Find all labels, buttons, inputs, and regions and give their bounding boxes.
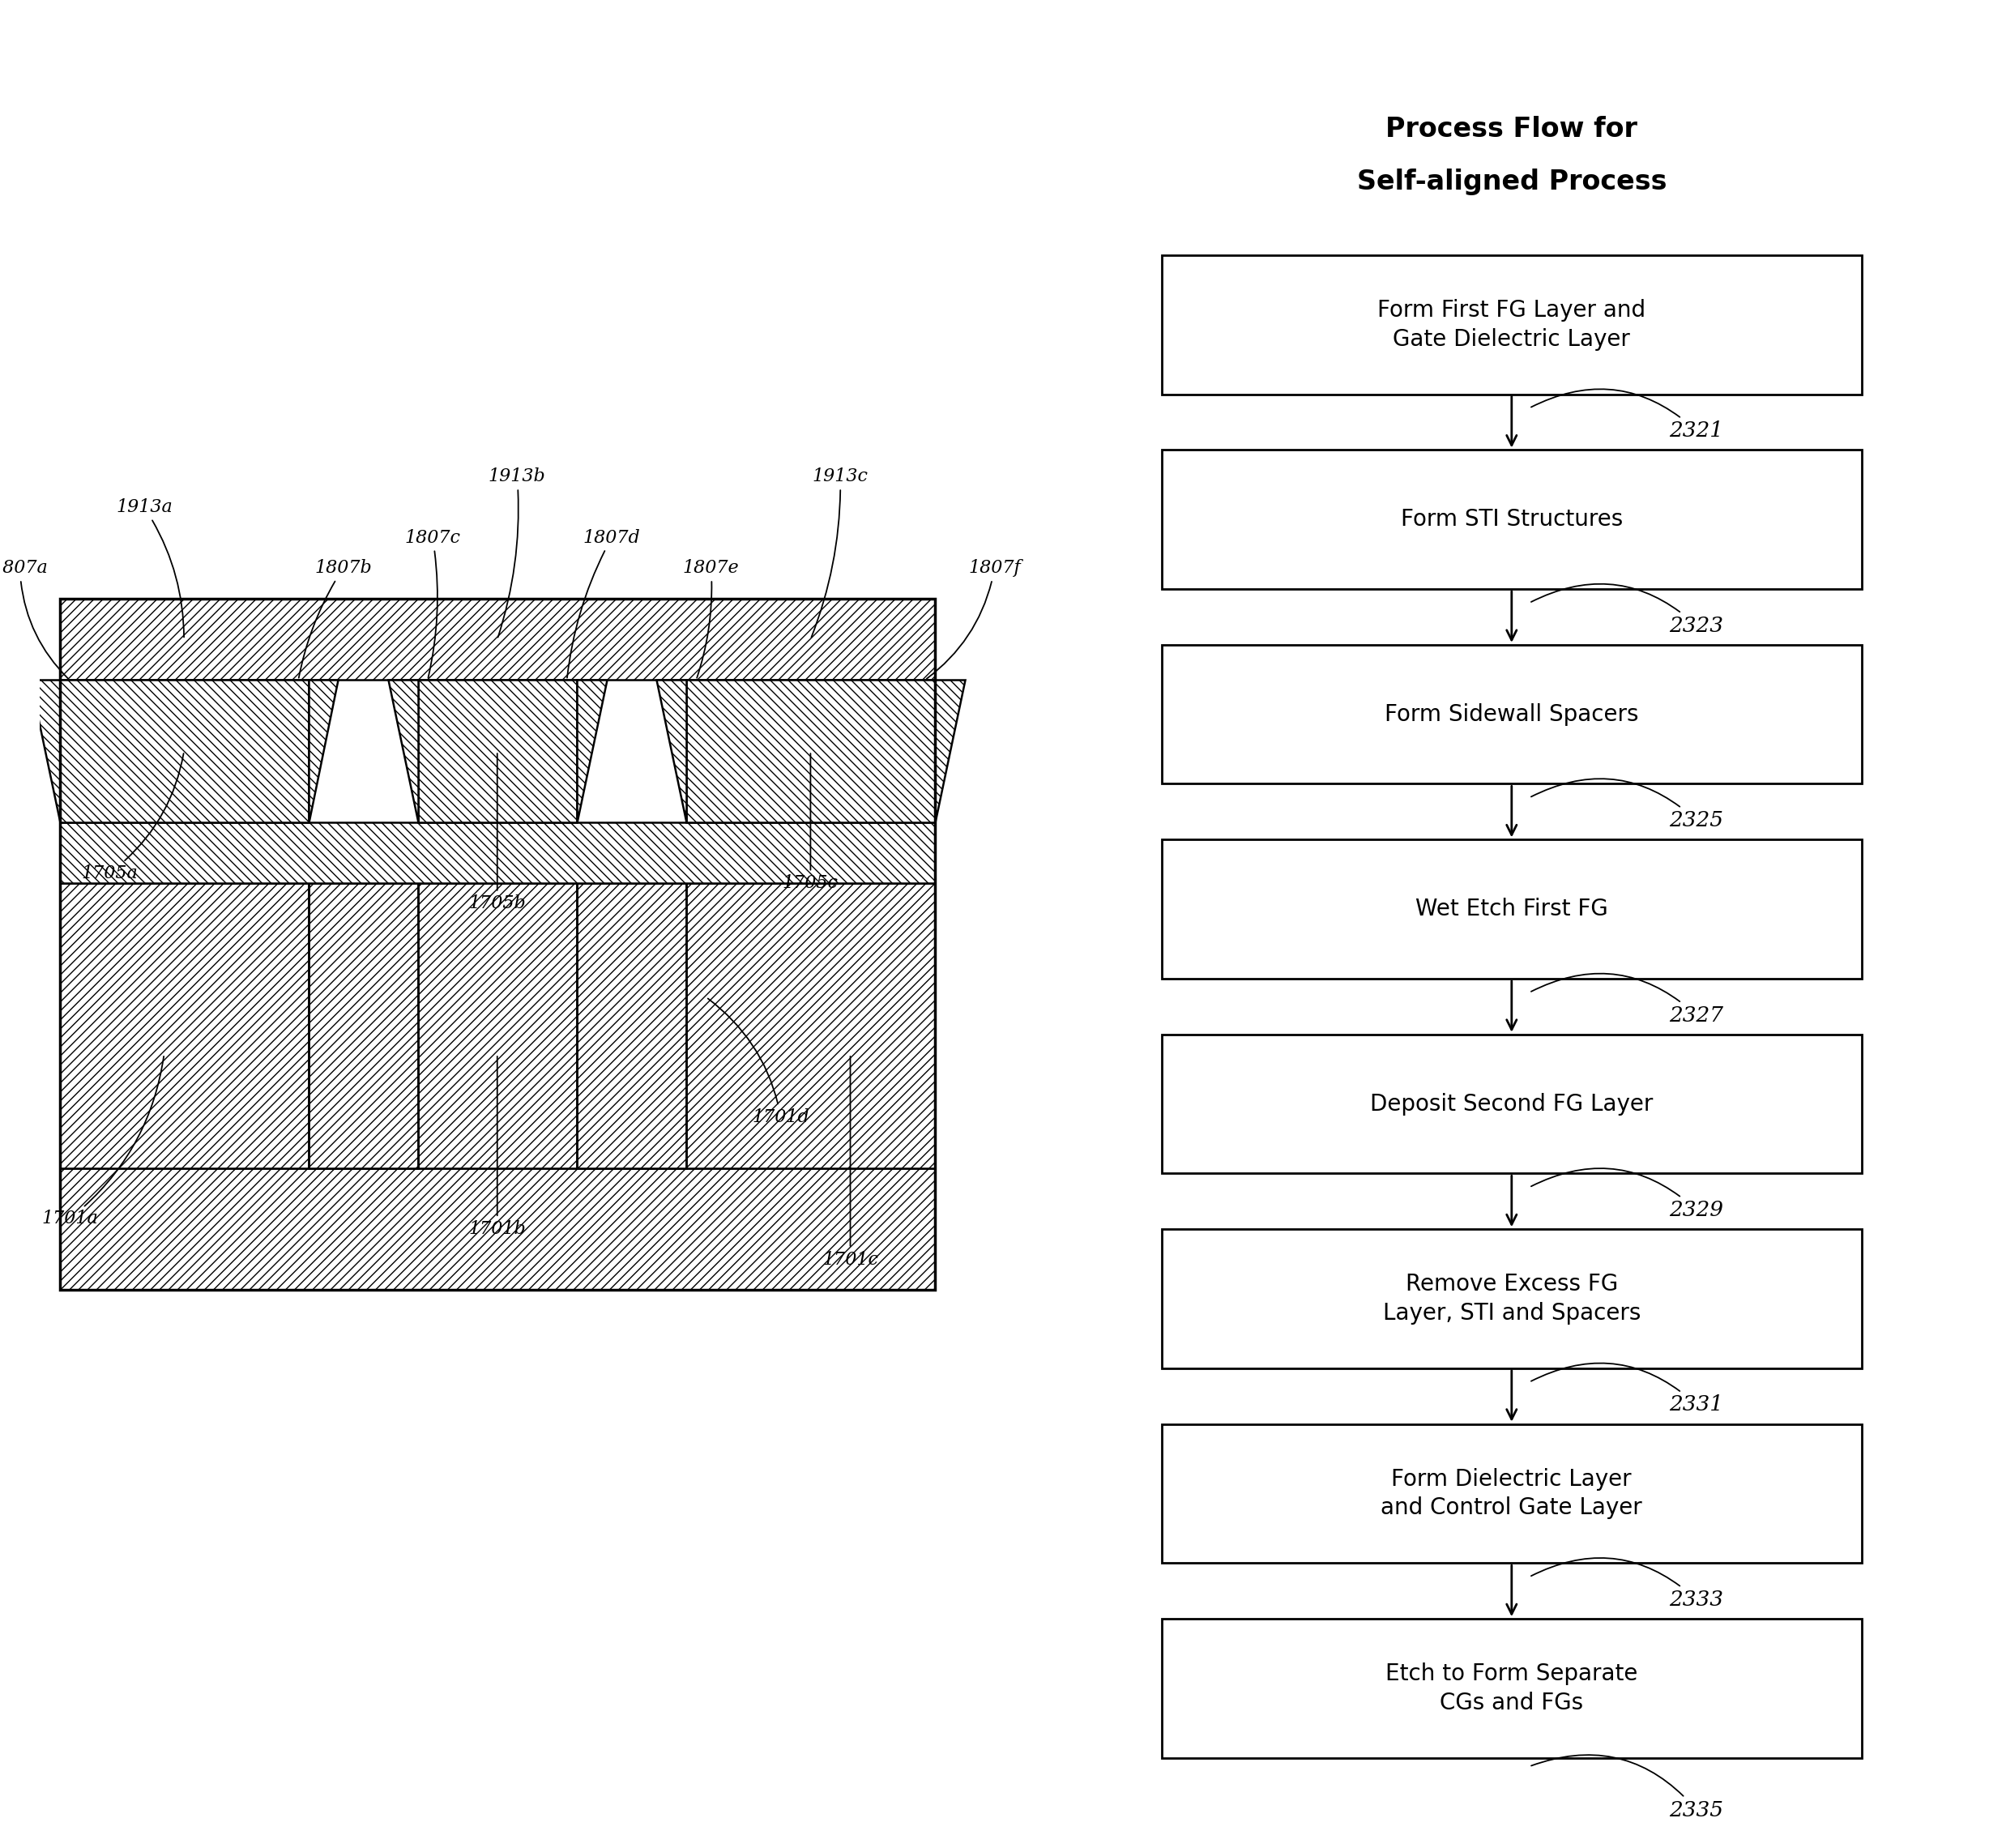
Bar: [1162, 255, 1862, 394]
Text: Form STI Structures: Form STI Structures: [1400, 508, 1623, 530]
Bar: [1162, 1035, 1862, 1173]
Text: 1701b: 1701b: [469, 1057, 525, 1238]
Text: Deposit Second FG Layer: Deposit Second FG Layer: [1370, 1092, 1653, 1114]
Bar: [60, 822, 935, 883]
Text: 1701c: 1701c: [821, 1057, 879, 1268]
Bar: [1162, 645, 1862, 784]
Text: 2327: 2327: [1532, 974, 1722, 1026]
Text: 2321: 2321: [1532, 390, 1722, 442]
Bar: [1162, 839, 1862, 979]
Bar: [418, 680, 577, 822]
Text: 2325: 2325: [1532, 778, 1722, 830]
Bar: [60, 883, 935, 1168]
Text: 1705b: 1705b: [469, 754, 525, 913]
Text: 1807e: 1807e: [682, 560, 740, 678]
Text: Form First FG Layer and
Gate Dielectric Layer: Form First FG Layer and Gate Dielectric …: [1378, 299, 1645, 351]
Bar: [60, 680, 308, 822]
Polygon shape: [388, 680, 418, 822]
Text: 1807b: 1807b: [298, 560, 372, 678]
Text: Form Sidewall Spacers: Form Sidewall Spacers: [1384, 702, 1639, 726]
Text: Etch to Form Separate
CGs and FGs: Etch to Form Separate CGs and FGs: [1386, 1663, 1637, 1715]
Text: 1807f: 1807f: [927, 560, 1020, 678]
Text: 1701d: 1701d: [708, 998, 810, 1125]
Bar: [686, 680, 935, 822]
Text: 2323: 2323: [1532, 584, 1722, 636]
Text: Self-aligned Process: Self-aligned Process: [1356, 168, 1667, 196]
Text: 1913c: 1913c: [812, 468, 869, 638]
Polygon shape: [577, 680, 607, 822]
Polygon shape: [935, 680, 965, 822]
Bar: [308, 883, 418, 1168]
Text: 2333: 2333: [1532, 1558, 1722, 1610]
Text: Form Dielectric Layer
and Control Gate Layer: Form Dielectric Layer and Control Gate L…: [1380, 1467, 1643, 1519]
Polygon shape: [308, 680, 338, 822]
Text: 1913b: 1913b: [489, 468, 545, 638]
Polygon shape: [656, 680, 686, 822]
Text: 2335: 2335: [1532, 1756, 1722, 1820]
Text: 1913a: 1913a: [115, 499, 183, 638]
Text: Wet Etch First FG: Wet Etch First FG: [1416, 898, 1607, 920]
Bar: [1162, 451, 1862, 590]
Bar: [1162, 1619, 1862, 1757]
Bar: [60, 1168, 935, 1290]
Text: 1701a: 1701a: [42, 1057, 163, 1227]
Text: 1807a: 1807a: [0, 560, 68, 678]
Text: Process Flow for: Process Flow for: [1386, 116, 1637, 142]
Bar: [60, 599, 935, 680]
Bar: [577, 883, 686, 1168]
Bar: [1162, 1425, 1862, 1563]
Text: 1705a: 1705a: [82, 754, 183, 881]
Bar: [60, 599, 935, 1290]
Bar: [1162, 1229, 1862, 1368]
Text: 1705c: 1705c: [782, 754, 839, 893]
Text: 2329: 2329: [1532, 1168, 1722, 1220]
Text: 2331: 2331: [1532, 1364, 1722, 1416]
Polygon shape: [30, 680, 60, 822]
Text: Remove Excess FG
Layer, STI and Spacers: Remove Excess FG Layer, STI and Spacers: [1382, 1273, 1641, 1325]
Text: 1807c: 1807c: [404, 529, 461, 678]
Text: 1807d: 1807d: [567, 529, 640, 678]
